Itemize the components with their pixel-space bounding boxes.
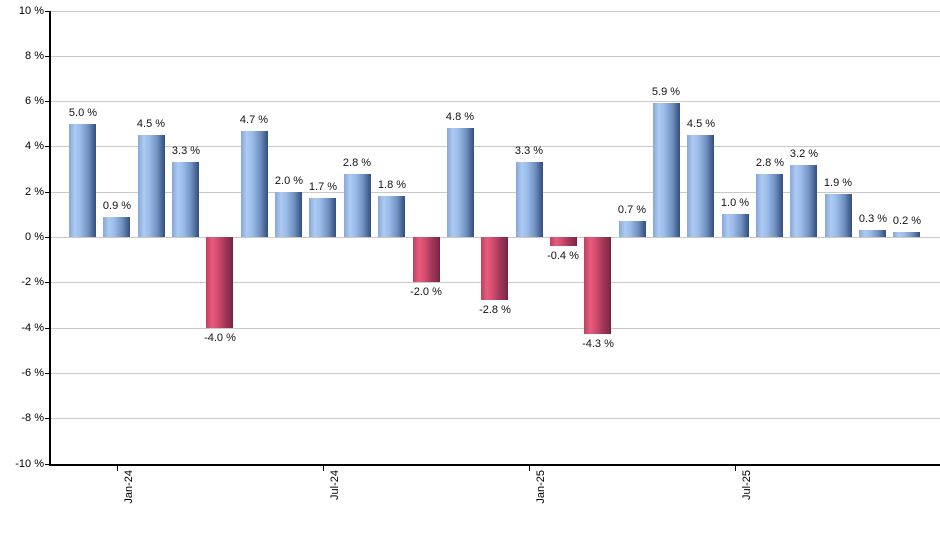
bar-positive <box>241 131 268 237</box>
y-tick <box>45 373 49 374</box>
bar-value-label: 1.7 % <box>308 181 338 193</box>
y-tick <box>45 237 49 238</box>
bar-value-label: 5.9 % <box>651 86 681 98</box>
bar-value-label: 2.8 % <box>755 157 785 169</box>
bar-value-label: 0.3 % <box>858 213 888 225</box>
y-gridline <box>49 192 940 193</box>
y-gridline <box>49 101 940 102</box>
bar-positive <box>447 128 474 237</box>
bar-negative <box>550 237 577 246</box>
y-tick <box>45 11 49 12</box>
bar-value-label: 4.5 % <box>686 118 716 130</box>
bar-value-label: 4.8 % <box>445 111 475 123</box>
y-gridline <box>49 373 940 374</box>
bar-value-label: 0.9 % <box>102 200 132 212</box>
y-gridline <box>49 146 940 147</box>
bar-value-label: 1.9 % <box>823 177 853 189</box>
bar-positive <box>69 124 96 237</box>
bar-positive <box>722 214 749 237</box>
bar-value-label: 3.3 % <box>514 145 544 157</box>
bar-positive <box>756 174 783 237</box>
bar-positive <box>653 103 680 237</box>
bar-value-label: -2.8 % <box>479 304 511 316</box>
bar-value-label: 1.0 % <box>720 197 750 209</box>
bar-positive <box>344 174 371 237</box>
bar-positive <box>103 217 130 237</box>
bar-value-label: -0.4 % <box>547 250 579 262</box>
bar-positive <box>790 165 817 237</box>
bar-value-label: 2.0 % <box>274 175 304 187</box>
y-tick <box>45 101 49 102</box>
bar-value-label: 0.7 % <box>617 204 647 216</box>
y-axis-tick-label: -6 % <box>21 367 44 379</box>
y-axis-tick-label: 10 % <box>18 5 44 17</box>
bar-positive <box>859 230 886 237</box>
y-axis-tick-label: 8 % <box>25 50 44 62</box>
bar-value-label: 4.7 % <box>239 114 269 126</box>
bar-positive <box>378 196 405 237</box>
x-axis-tick <box>323 466 324 471</box>
bar-positive <box>172 162 199 237</box>
y-tick <box>45 282 49 283</box>
y-gridline <box>49 11 940 12</box>
y-gridline <box>49 56 940 57</box>
bar-positive <box>825 194 852 237</box>
bar-negative <box>481 237 508 300</box>
bar-positive <box>619 221 646 237</box>
x-axis-tick-label: Jan-25 <box>535 470 547 504</box>
y-axis-tick-label: -10 % <box>15 458 44 470</box>
y-tick <box>45 146 49 147</box>
y-axis-tick-label: -8 % <box>21 412 44 424</box>
y-gridline <box>49 418 940 419</box>
bar-value-label: 3.3 % <box>171 145 201 157</box>
bar-positive <box>138 135 165 237</box>
y-tick <box>45 418 49 419</box>
bar-negative <box>206 237 233 328</box>
bar-value-label: 0.2 % <box>892 215 922 227</box>
bar-value-label: 1.8 % <box>377 179 407 191</box>
x-axis-line <box>49 464 940 466</box>
bar-value-label: -4.3 % <box>582 338 614 350</box>
bar-value-label: -2.0 % <box>410 286 442 298</box>
y-tick <box>45 192 49 193</box>
bar-negative <box>413 237 440 282</box>
y-tick <box>45 56 49 57</box>
y-tick <box>45 328 49 329</box>
y-gridline <box>49 328 940 329</box>
y-axis-tick-label: 6 % <box>25 95 44 107</box>
y-axis-tick-label: 0 % <box>25 231 44 243</box>
y-axis-tick-label: -4 % <box>21 322 44 334</box>
bar-positive <box>275 192 302 237</box>
x-axis-tick <box>529 466 530 471</box>
bar-positive <box>516 162 543 237</box>
x-axis-tick-label: Jan-24 <box>123 470 135 504</box>
x-axis-tick <box>735 466 736 471</box>
y-axis-tick-label: -2 % <box>21 276 44 288</box>
bar-positive <box>687 135 714 237</box>
bar-value-label: -4.0 % <box>204 332 236 344</box>
y-axis-tick-label: 4 % <box>25 140 44 152</box>
x-axis-tick-label: Jul-24 <box>329 470 341 500</box>
bar-value-label: 3.2 % <box>789 148 819 160</box>
bar-value-label: 4.5 % <box>136 118 166 130</box>
bar-value-label: 5.0 % <box>68 107 98 119</box>
bar-positive <box>893 232 920 237</box>
bar-negative <box>584 237 611 334</box>
y-tick <box>45 464 49 465</box>
y-axis-line <box>49 11 51 466</box>
bar-positive <box>309 198 336 237</box>
x-axis-tick <box>117 466 118 471</box>
y-axis-tick-label: 2 % <box>25 186 44 198</box>
bar-value-label: 2.8 % <box>342 157 372 169</box>
x-axis-tick-label: Jul-25 <box>741 470 753 500</box>
